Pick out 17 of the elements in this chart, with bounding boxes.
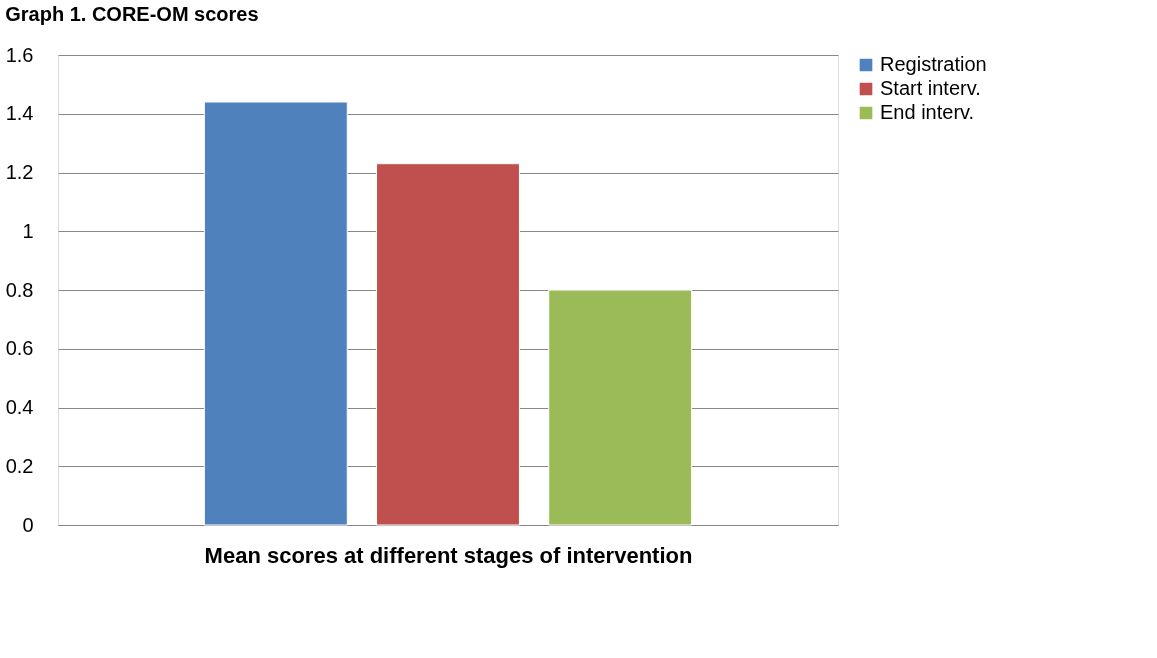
y-tick-label: 0 — [22, 513, 34, 536]
y-tick-label: 0.8 — [5, 278, 34, 301]
y-tick-label: 1.6 — [5, 43, 34, 66]
y-tick-label: 1 — [22, 219, 34, 242]
y-tick-label: 1.2 — [5, 161, 34, 183]
y-tick-label: 0.6 — [5, 337, 34, 360]
chart-title: Graph 1. CORE-OM scores — [5, 3, 259, 25]
y-tick-label: 0.4 — [5, 396, 34, 418]
legend-label: Start interv. — [880, 77, 981, 99]
legend-label: End interv. — [880, 101, 975, 123]
y-tick-label: 0.2 — [5, 454, 34, 477]
bar — [548, 289, 693, 526]
bar — [376, 163, 520, 526]
y-tick-label: 1.4 — [5, 102, 34, 125]
bar — [203, 101, 348, 526]
x-axis-title: Mean scores at different stages of intervention — [204, 542, 693, 568]
legend-label: Registration — [880, 53, 987, 75]
